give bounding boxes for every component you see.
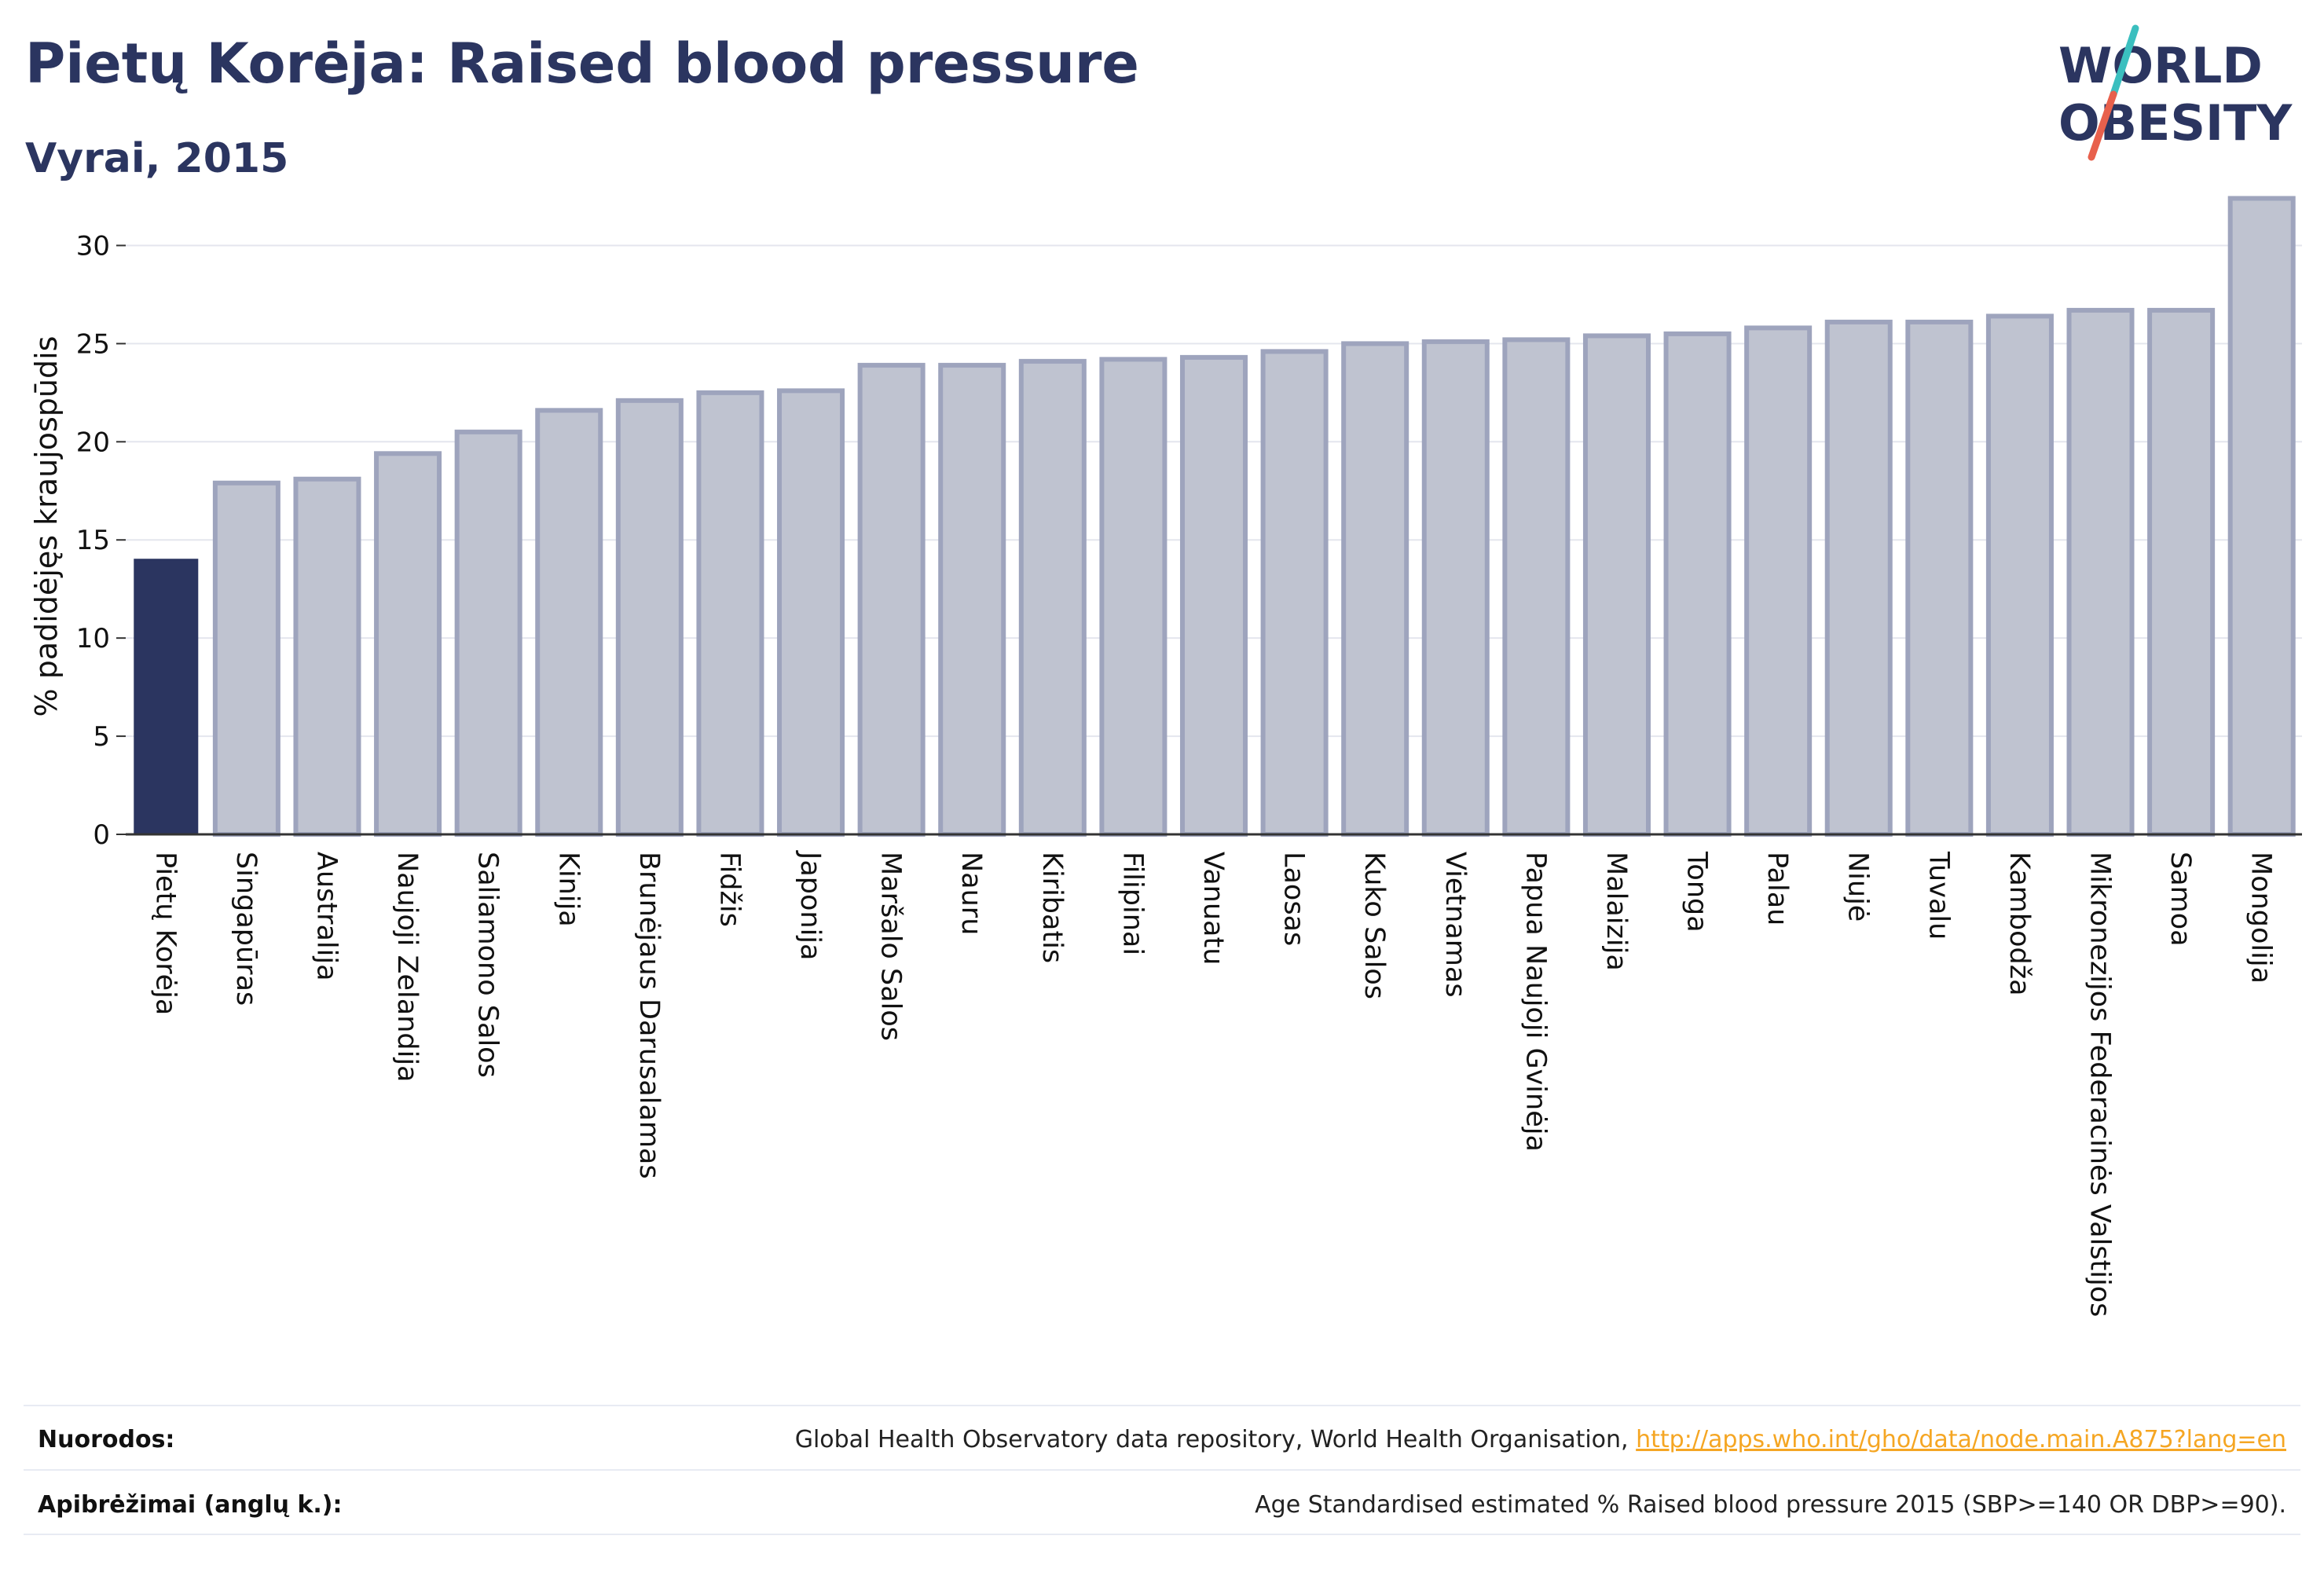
bar-4 — [374, 451, 442, 837]
y-axis-label: % padidėjęs kraujospūdis — [29, 336, 64, 717]
world-obesity-logo: WORLD OBESITY — [2058, 24, 2293, 161]
x-tick-label: Kambodža — [2003, 852, 2035, 996]
footer-divider-middle — [24, 1469, 2300, 1471]
footer-divider-bottom — [24, 1534, 2300, 1535]
bar-10 — [857, 362, 926, 837]
bar-7 — [615, 398, 684, 837]
bar-16 — [1341, 341, 1409, 837]
bar-17 — [1421, 339, 1490, 837]
chart-subtitle: Vyrai, 2015 — [25, 135, 289, 182]
sources-text: Global Health Observatory data repositor… — [795, 1426, 2286, 1453]
y-tick-label: 25 — [76, 328, 110, 360]
x-tick-label: Mikronezijos Federacinės Valstijos — [2084, 852, 2116, 1317]
bar-13 — [1099, 357, 1167, 837]
bar-24 — [1985, 313, 2054, 837]
x-tick-label: Pietų Korėja — [149, 852, 181, 1015]
x-tick-label: Naujoji Zelandija — [391, 852, 423, 1083]
x-tick-label: Kinija — [552, 852, 584, 927]
bars — [134, 196, 2296, 837]
bar-18 — [1502, 337, 1571, 837]
definitions-label: Apibrėžimai (anglų k.): — [38, 1491, 343, 1519]
bar-2 — [212, 480, 280, 837]
x-tick-label: Tonga — [1681, 851, 1713, 933]
definitions-text: Age Standardised estimated % Raised bloo… — [1255, 1491, 2286, 1519]
footer-divider-top — [24, 1405, 2300, 1406]
bar-19 — [1582, 333, 1651, 837]
x-tick-label: Mongolija — [2245, 852, 2277, 984]
y-tick-label: 0 — [93, 819, 110, 851]
bar-14 — [1179, 354, 1248, 837]
bar-8 — [696, 390, 764, 837]
bar-chart: 0 5 10 15 20 25 30 Pietų Korėja Singapūras Austr… — [29, 196, 2302, 1317]
bar-22 — [1824, 319, 1893, 837]
logo-line-1: WORLD — [2058, 37, 2263, 94]
bar-23 — [1905, 319, 1974, 837]
y-tick-label: 20 — [76, 427, 110, 458]
y-tick-label: 5 — [93, 721, 110, 753]
chart-title: Pietų Korėja: Raised blood pressure — [25, 31, 1139, 96]
x-tick-label: Kuko Salos — [1358, 852, 1390, 999]
bar-5 — [454, 429, 522, 837]
bar-3 — [293, 476, 361, 837]
x-tick-label: Tuvalu — [1923, 851, 1954, 940]
x-tick-label: Filipinai — [1116, 852, 1148, 955]
x-tick-label: Laosas — [1278, 852, 1310, 946]
x-tick-label: Japonija — [794, 850, 826, 960]
bar-11 — [938, 362, 1006, 837]
sources-label: Nuorodos: — [38, 1426, 175, 1453]
x-tick-label: Australija — [310, 852, 342, 981]
x-tick-label: Samoa — [2165, 852, 2196, 947]
y-tick-label: 30 — [76, 230, 110, 262]
x-tick-label: Palau — [1761, 852, 1793, 925]
bar-20 — [1663, 331, 1732, 837]
sources-description: Global Health Observatory data repositor… — [794, 1426, 1629, 1453]
bar-9 — [777, 388, 845, 837]
bar-26 — [2147, 307, 2216, 837]
x-tick-label: Niujė — [1842, 852, 1874, 922]
x-tick-label: Singapūras — [230, 852, 262, 1006]
x-tick-label: Vanuatu — [1197, 852, 1229, 965]
bar-25 — [2066, 307, 2135, 837]
bar-12 — [1018, 358, 1087, 837]
x-tick-label: Saliamono Salos — [472, 852, 504, 1078]
x-tick-label: Fidžis — [713, 852, 745, 927]
sources-link[interactable]: http://apps.who.int/gho/data/node.main.A… — [1636, 1426, 2286, 1453]
x-tick-label: Kiribatis — [1036, 852, 1068, 963]
x-tick-label: Brunėjaus Darusalamas — [633, 852, 665, 1179]
bar-1 — [134, 559, 199, 835]
x-tick-label: Papua Naujoji Gvinėja — [1519, 852, 1551, 1152]
y-tick-labels: 0 5 10 15 20 25 30 — [76, 230, 126, 851]
y-tick-label: 10 — [76, 623, 110, 654]
bar-6 — [535, 408, 603, 837]
x-tick-labels: Pietų Korėja Singapūras Australija Naujoji … — [149, 850, 2276, 1317]
x-tick-label: Vietnamas — [1439, 852, 1471, 998]
x-tick-label: Nauru — [955, 852, 987, 935]
bar-15 — [1260, 349, 1329, 837]
y-tick-label: 15 — [76, 525, 110, 556]
x-tick-label: Malaizija — [1600, 852, 1632, 971]
bar-21 — [1744, 325, 1813, 837]
bar-27 — [2227, 196, 2296, 837]
x-tick-label: Maršalo Salos — [875, 852, 907, 1041]
